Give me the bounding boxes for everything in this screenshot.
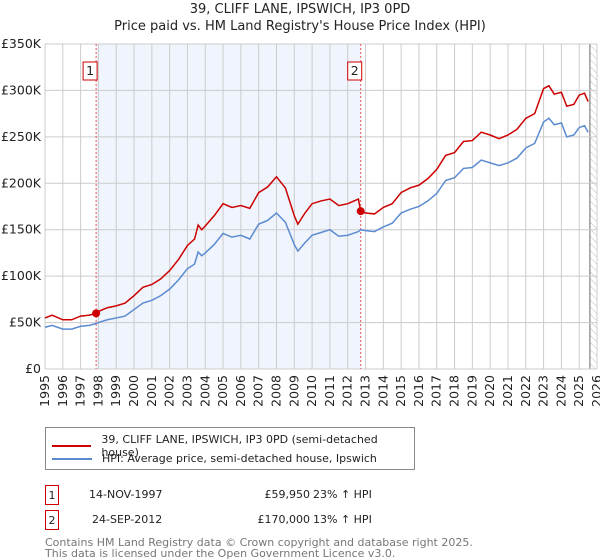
transaction-price: £59,950 (264, 488, 311, 501)
x-tick-label: 2018 (447, 375, 462, 407)
y-tick-label: £300K (1, 82, 42, 97)
sale-point (356, 207, 365, 216)
footer-copyright: Contains HM Land Registry data © Crown c… (45, 536, 473, 549)
transaction-row: 1 14-NOV-1997 £59,950 23% ↑ HPI (45, 485, 545, 505)
y-tick-label: £350K (1, 36, 42, 51)
x-tick-label: 2011 (322, 375, 337, 407)
legend-red-swatch (52, 445, 92, 447)
sale-label: 2 (351, 63, 359, 78)
hpi-line (44, 117, 589, 330)
transaction-date: 14-NOV-1997 (89, 488, 163, 501)
chart-title: 39, CLIFF LANE, IPSWICH, IP3 0PD (189, 2, 411, 17)
legend-blue-swatch (52, 457, 92, 460)
x-tick-label: 2014 (375, 375, 390, 407)
transaction-date: 24-SEP-2012 (92, 513, 163, 526)
x-tick-label: 2000 (126, 375, 141, 407)
x-tick-label: 1995 (37, 375, 52, 407)
sale-label-box (347, 61, 363, 81)
sale-point (92, 309, 101, 318)
x-tick-label: 2002 (162, 375, 177, 407)
y-tick-label: £200K (1, 175, 42, 190)
legend-property: 39, CLIFF LANE, IPSWICH, IP3 0PD (semi-d… (101, 433, 378, 459)
x-tick-label: 1996 (55, 375, 70, 407)
x-tick-label: 2021 (500, 375, 515, 407)
x-tick-label: 2022 (518, 375, 533, 407)
chart-subtitle: Price paid vs. HM Land Registry's House … (114, 19, 486, 34)
y-tick-label: £250K (1, 129, 42, 144)
x-tick-label: 2006 (233, 375, 248, 407)
x-tick-label: 2001 (144, 375, 159, 407)
transaction-row: 2 24-SEP-2012 £170,000 13% ↑ HPI (45, 510, 545, 530)
y-tick-label: £100K (1, 268, 42, 283)
x-tick-label: 2009 (286, 375, 301, 407)
x-tick-label: 2008 (268, 375, 283, 407)
transaction-hpi: 13% ↑ HPI (313, 513, 372, 526)
x-tick-label: 2019 (464, 375, 479, 407)
hatched-future-region (589, 44, 597, 369)
legend-hpi: HPI: Average price, semi-detached house,… (102, 452, 377, 465)
x-tick-label: 1997 (73, 375, 88, 407)
x-tick-label: 2023 (536, 375, 551, 407)
chart-legend: 39, CLIFF LANE, IPSWICH, IP3 0PD (semi-d… (45, 427, 415, 470)
transaction-marker: 2 (45, 510, 59, 530)
transaction-hpi: 23% ↑ HPI (313, 488, 372, 501)
y-tick-label: £150K (1, 222, 42, 237)
y-tick-label: £0 (25, 361, 41, 376)
x-tick-label: 2010 (304, 375, 319, 407)
property-price-line (44, 84, 589, 321)
x-tick-label: 1998 (90, 375, 105, 407)
price-chart: £0 £50K £100K £150K £200K £250K £300K £350K 1995… (1, 36, 600, 407)
x-tick-label: 2020 (482, 375, 497, 407)
x-tick-label: 2007 (251, 375, 266, 407)
x-tick-label: 2017 (429, 375, 444, 407)
x-tick-label: 2012 (340, 375, 355, 407)
x-tick-label: 2025 (571, 375, 586, 407)
x-tick-label: 2015 (393, 375, 408, 407)
x-tick-label: 2003 (179, 375, 194, 407)
y-tick-label: £50K (9, 315, 42, 330)
sale-label: 1 (86, 63, 94, 78)
x-tick-label: 2024 (553, 375, 568, 407)
x-tick-label: 2005 (215, 375, 230, 407)
x-tick-label: 2026 (589, 375, 600, 407)
transaction-marker: 1 (45, 485, 59, 505)
footer-licence: This data is licensed under the Open Gov… (45, 547, 396, 560)
x-tick-label: 2016 (411, 375, 426, 407)
sale-label-box (82, 61, 98, 81)
x-tick-label: 1999 (108, 375, 123, 407)
x-tick-label: 2013 (358, 375, 373, 407)
transaction-price: £170,000 (257, 513, 311, 526)
x-tick-label: 2004 (197, 375, 212, 407)
